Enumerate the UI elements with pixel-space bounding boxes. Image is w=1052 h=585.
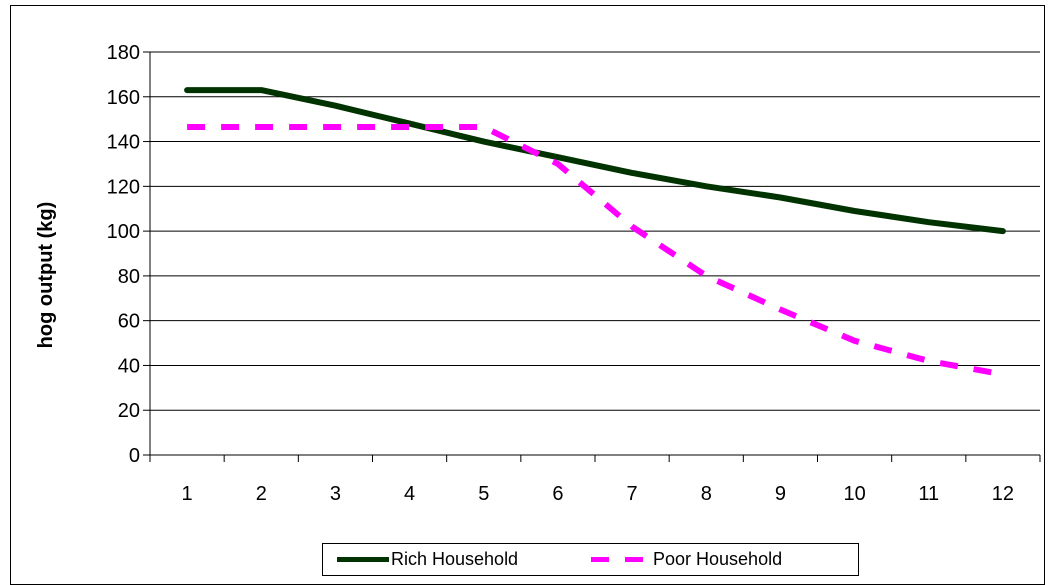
x-tick-label-5: 5 (478, 483, 489, 505)
x-tick-label-11: 11 (918, 483, 939, 505)
x-tick-label-3: 3 (330, 483, 341, 505)
y-axis-title: hog output (kg) (35, 202, 57, 349)
x-tick-label-9: 9 (775, 483, 786, 505)
series-line-rich-household (184, 87, 1006, 235)
y-tick-label-40: 40 (118, 355, 140, 377)
x-tick-label-12: 12 (992, 483, 1014, 505)
y-tick-label-0: 0 (129, 445, 140, 467)
x-tick-label-7: 7 (627, 483, 638, 505)
legend-item-rich: Rich Household (337, 544, 518, 575)
point-poor-household-11 (927, 359, 931, 363)
chart-frame (10, 5, 1045, 585)
x-tick-label-10: 10 (843, 483, 865, 505)
y-tick-label-180: 180 (107, 42, 140, 64)
x-tick-label-4: 4 (404, 483, 415, 505)
x-tick-label-8: 8 (701, 483, 712, 505)
axes (143, 51, 1041, 462)
x-tick-label-2: 2 (256, 483, 267, 505)
y-tick-label-100: 100 (107, 221, 140, 243)
legend-item-poor: Poor Household (591, 544, 782, 575)
legend-label-poor: Poor Household (653, 549, 783, 569)
x-tick-label-1: 1 (182, 483, 193, 505)
legend-label-rich: Rich Household (391, 549, 519, 569)
y-tick-label-60: 60 (118, 311, 140, 333)
y-tick-label-120: 120 (107, 176, 140, 198)
legend: Rich Household Poor Household (322, 543, 859, 576)
series-lines (184, 87, 1006, 378)
legend-swatch-poor (591, 557, 643, 562)
legend-swatch-rich (337, 557, 389, 562)
gridlines (150, 51, 1040, 411)
y-tick-label-160: 160 (107, 87, 140, 109)
y-tick-label-140: 140 (107, 132, 140, 154)
y-tick-label-20: 20 (118, 400, 140, 422)
point-poor-household-5 (482, 125, 486, 129)
point-poor-household-12 (1001, 372, 1005, 376)
y-tick-label-80: 80 (118, 266, 140, 288)
x-tick-label-6: 6 (552, 483, 563, 505)
